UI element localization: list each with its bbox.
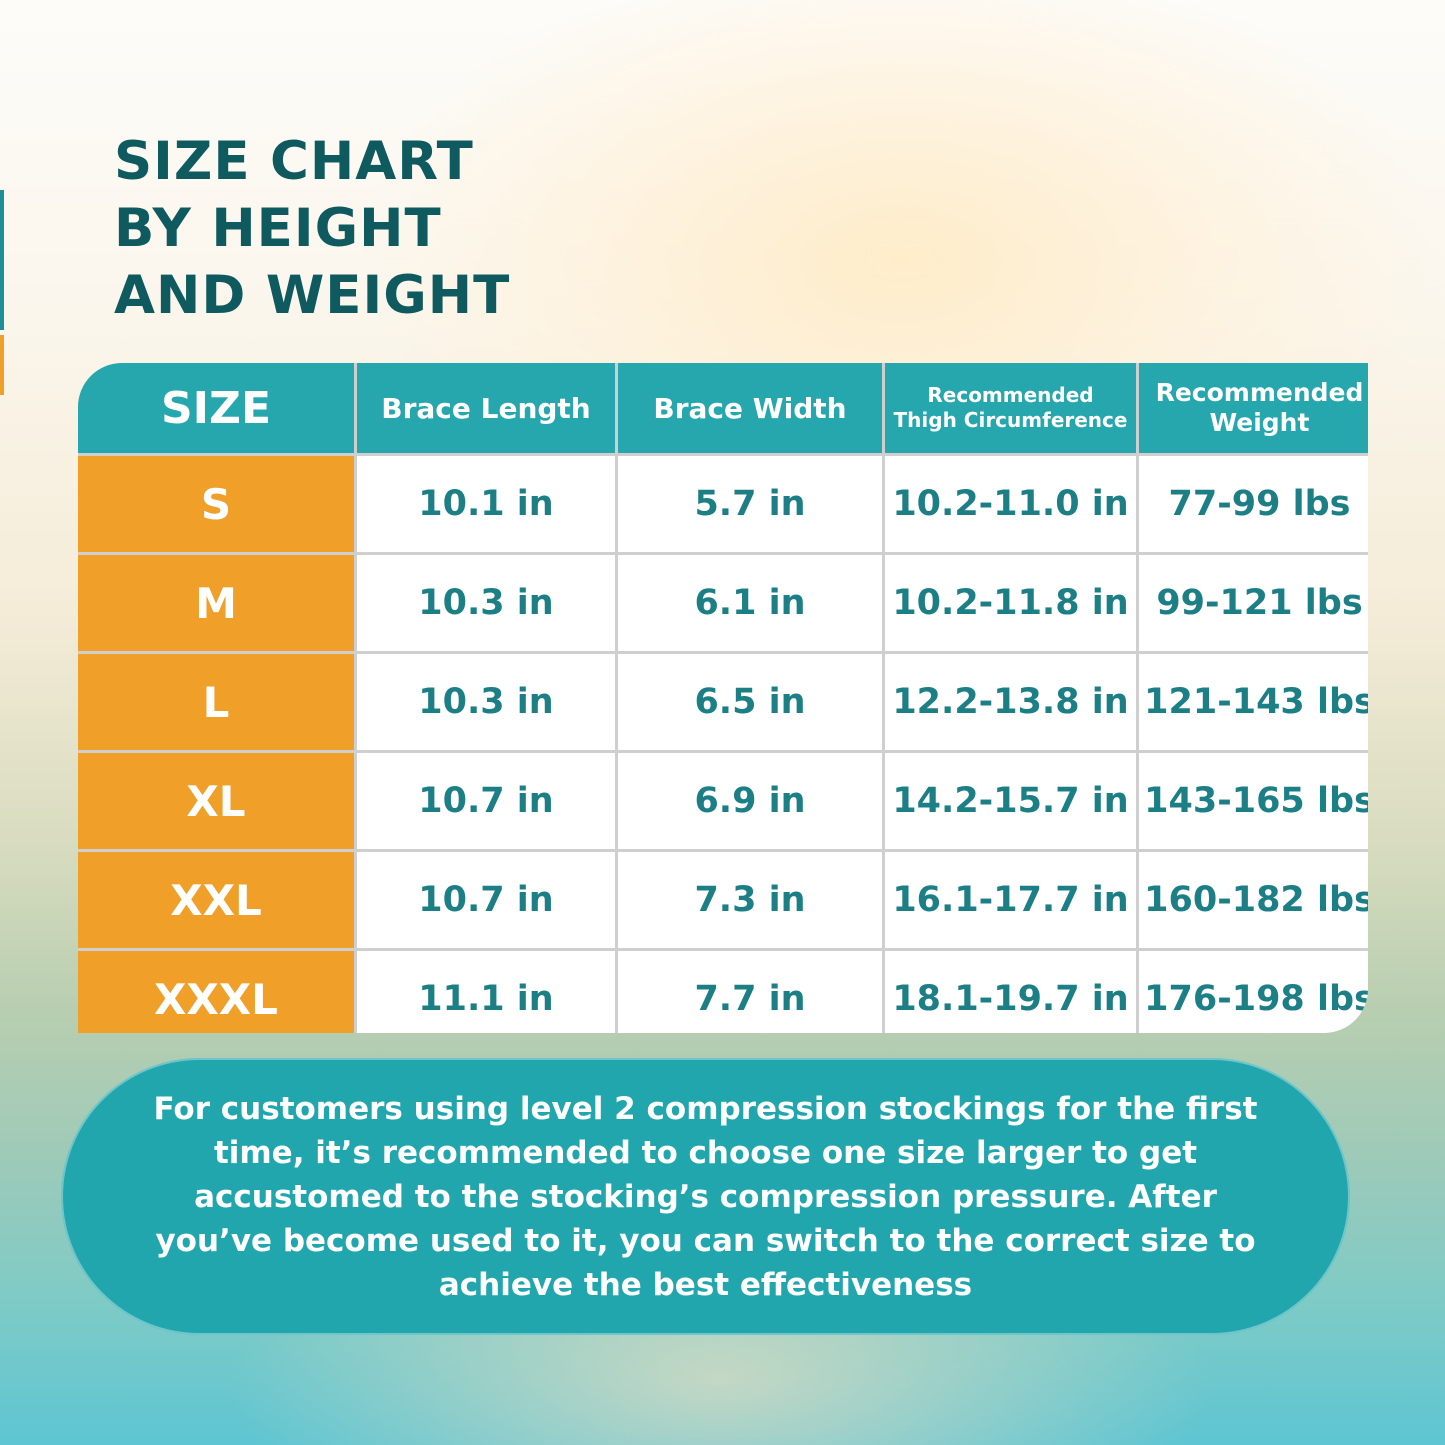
- brace-length-value: 10.1 in: [357, 456, 615, 552]
- page-title: SIZE CHART BY HEIGHT AND WEIGHT: [114, 128, 510, 329]
- weight-value: 77-99 lbs: [1139, 456, 1368, 552]
- weight-value: 143-165 lbs: [1139, 753, 1368, 849]
- thigh-value: 12.2-13.8 in: [885, 654, 1136, 750]
- weight-value: 99-121 lbs: [1139, 555, 1368, 651]
- thigh-value: 18.1-19.7 in: [885, 951, 1136, 1033]
- brace-width-value: 6.9 in: [618, 753, 882, 849]
- brace-width-value: 6.1 in: [618, 555, 882, 651]
- thigh-value: 14.2-15.7 in: [885, 753, 1136, 849]
- size-label: XL: [78, 753, 354, 849]
- thigh-value: 10.2-11.0 in: [885, 456, 1136, 552]
- header-weight-line-2: Weight: [1209, 408, 1310, 437]
- brace-width-value: 6.5 in: [618, 654, 882, 750]
- brace-length-value: 10.7 in: [357, 852, 615, 948]
- brace-length-value: 10.3 in: [357, 555, 615, 651]
- brace-length-value: 10.7 in: [357, 753, 615, 849]
- brace-width-value: 5.7 in: [618, 456, 882, 552]
- title-line-1: SIZE CHART: [114, 131, 474, 192]
- thigh-value: 16.1-17.7 in: [885, 852, 1136, 948]
- table-row: XXL 10.7 in 7.3 in 16.1-17.7 in 160-182 …: [78, 852, 1368, 948]
- weight-value: 176-198 lbs: [1139, 951, 1368, 1033]
- brace-length-value: 10.3 in: [357, 654, 615, 750]
- edge-accent-orange: [0, 335, 4, 395]
- weight-value: 160-182 lbs: [1139, 852, 1368, 948]
- header-weight-line-1: Recommended: [1155, 378, 1364, 407]
- header-size: SIZE: [78, 363, 354, 453]
- table-row: L 10.3 in 6.5 in 12.2-13.8 in 121-143 lb…: [78, 654, 1368, 750]
- size-label: L: [78, 654, 354, 750]
- header-thigh-circumference: Recommended Thigh Circumference: [885, 363, 1136, 453]
- table-row: M 10.3 in 6.1 in 10.2-11.8 in 99-121 lbs: [78, 555, 1368, 651]
- header-thigh-line-2: Thigh Circumference: [893, 408, 1128, 432]
- size-table-container: SIZE Brace Length Brace Width Recommende…: [78, 363, 1368, 1033]
- title-line-2: BY HEIGHT: [114, 198, 442, 259]
- size-label: XXL: [78, 852, 354, 948]
- table-row: S 10.1 in 5.7 in 10.2-11.0 in 77-99 lbs: [78, 456, 1368, 552]
- edge-accent-teal: [0, 190, 4, 330]
- size-label: M: [78, 555, 354, 651]
- weight-value: 121-143 lbs: [1139, 654, 1368, 750]
- header-brace-width: Brace Width: [618, 363, 882, 453]
- brace-width-value: 7.3 in: [618, 852, 882, 948]
- recommendation-text: For customers using level 2 compression …: [153, 1090, 1258, 1303]
- header-thigh-line-1: Recommended: [927, 383, 1094, 407]
- size-table: SIZE Brace Length Brace Width Recommende…: [78, 363, 1368, 1033]
- table-row: XL 10.7 in 6.9 in 14.2-15.7 in 143-165 l…: [78, 753, 1368, 849]
- header-weight: Recommended Weight: [1139, 363, 1368, 453]
- brace-length-value: 11.1 in: [357, 951, 615, 1033]
- recommendation-note: For customers using level 2 compression …: [61, 1058, 1350, 1335]
- brace-width-value: 7.7 in: [618, 951, 882, 1033]
- thigh-value: 10.2-11.8 in: [885, 555, 1136, 651]
- header-brace-length: Brace Length: [357, 363, 615, 453]
- size-label: S: [78, 456, 354, 552]
- table-row: XXXL 11.1 in 7.7 in 18.1-19.7 in 176-198…: [78, 951, 1368, 1033]
- title-line-3: AND WEIGHT: [114, 265, 511, 326]
- size-label: XXXL: [78, 951, 354, 1033]
- table-header-row: SIZE Brace Length Brace Width Recommende…: [78, 363, 1368, 453]
